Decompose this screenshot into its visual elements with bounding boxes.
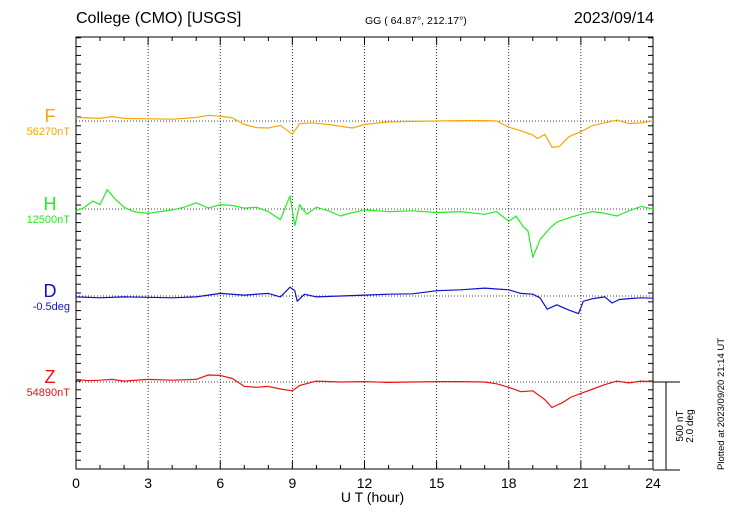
x-tick-label: 0 <box>72 475 80 491</box>
x-axis-label: U T (hour) <box>341 489 404 505</box>
series-name-d: D <box>43 281 57 301</box>
series-name-z: Z <box>44 367 56 387</box>
x-tick-label: 24 <box>645 475 661 491</box>
series-name-f: F <box>44 106 56 126</box>
plotted-timestamp: Plotted at 2023/09/20 21:14 UT <box>716 337 727 470</box>
x-tick-label: 6 <box>216 475 224 491</box>
scale-bar-label: 500 nT <box>675 410 686 441</box>
series-name-h: H <box>43 194 57 214</box>
x-tick-label: 9 <box>288 475 296 491</box>
series-line-z <box>75 374 654 409</box>
x-tick-label: 18 <box>501 475 517 491</box>
series-line-h <box>75 189 654 258</box>
x-tick-label: 12 <box>357 475 373 491</box>
series-baseline-value-z: 54890nT <box>26 387 70 399</box>
series-baseline-value-d: -0.5deg <box>32 301 70 313</box>
x-tick-label: 21 <box>573 475 589 491</box>
scale-bar-label: 2.0 deg <box>685 409 696 442</box>
x-tick-label: 15 <box>429 475 445 491</box>
series-baseline-value-h: 12500nT <box>26 214 70 226</box>
x-tick-label: 3 <box>144 475 152 491</box>
chart-title: College (CMO) [USGS] <box>76 10 242 27</box>
series-line-f <box>75 114 654 148</box>
series-baseline-value-f: 56270nT <box>26 126 70 138</box>
station-coordinates: GG ( 64.87°, 212.17°) <box>365 15 467 27</box>
chart-date: 2023/09/14 <box>573 10 654 27</box>
series-line-d <box>75 286 654 315</box>
